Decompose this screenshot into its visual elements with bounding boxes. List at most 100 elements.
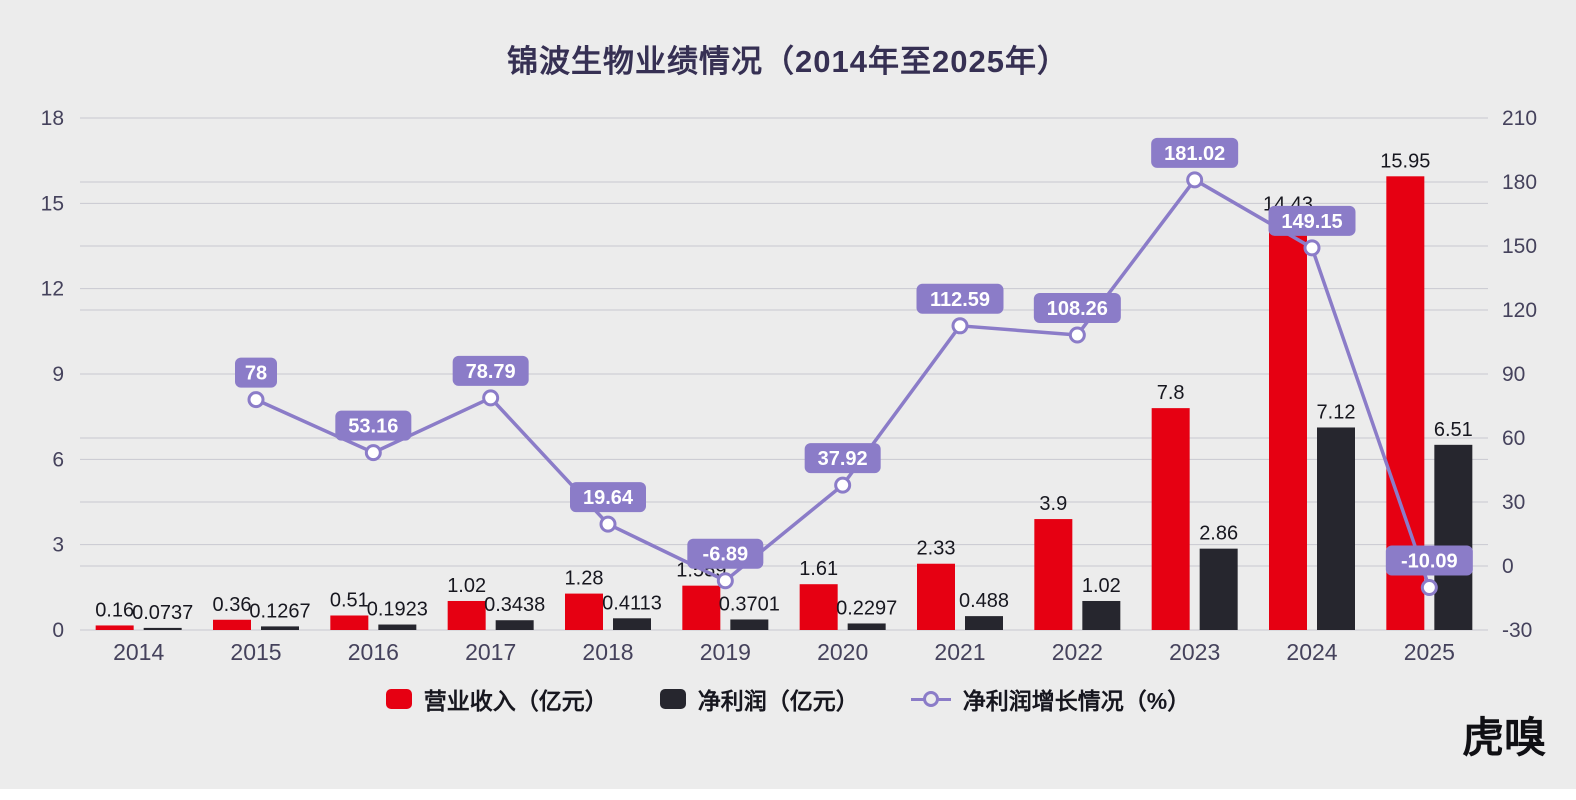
- revenue-bar: [1269, 219, 1307, 630]
- growth-value-label: 78.79: [466, 361, 516, 383]
- revenue-bar: [799, 584, 838, 630]
- legend: 营业收入（亿元） 净利润（亿元） 净利润增长情况（%）: [0, 682, 1576, 716]
- growth-marker: [1068, 326, 1086, 344]
- bar-value-label: 0.2297: [836, 597, 897, 619]
- left-axis-tick-label: 15: [41, 192, 64, 215]
- growth-marker: [834, 476, 852, 494]
- net-profit-bar: [847, 623, 886, 630]
- growth-value-label: 108.26: [1047, 298, 1108, 320]
- year-label: 2019: [700, 639, 751, 665]
- bar-value-label: 0.4113: [602, 592, 662, 614]
- growth-line: [255, 178, 1431, 589]
- revenue-bar: [1151, 408, 1190, 630]
- year-label: 2020: [817, 639, 868, 665]
- growth-marker: [1420, 579, 1438, 597]
- right-axis-tick-label: 60: [1502, 427, 1525, 450]
- growth-marker: [247, 391, 265, 409]
- year-label: 2025: [1404, 639, 1455, 665]
- growth-value-badge: [1151, 137, 1239, 168]
- bar-value-label: 1.61: [799, 558, 838, 580]
- revenue-bar: [682, 585, 721, 630]
- revenue-bar: [95, 625, 134, 630]
- growth-value-label: 181.02: [1164, 143, 1225, 165]
- bar-value-label: 1.02: [447, 575, 486, 597]
- net-profit-bar: [613, 618, 651, 630]
- legend-item-revenue: 营业收入（亿元）: [385, 682, 608, 716]
- legend-label-net-profit: 净利润（亿元）: [697, 688, 859, 714]
- growth-value-badge: [804, 443, 881, 474]
- growth-value-label: 19.64: [583, 487, 634, 509]
- bar-value-label: 15.95: [1380, 150, 1430, 172]
- bar-value-label: 6.51: [1434, 419, 1473, 441]
- net-profit-bar: [143, 627, 182, 630]
- right-axis-tick-label: 150: [1502, 235, 1537, 258]
- bar-value-label: 7.12: [1317, 401, 1356, 423]
- legend-item-growth: 净利润增长情况（%）: [910, 682, 1191, 716]
- bar-value-label: 7.8: [1157, 382, 1185, 404]
- bar-value-label: 0.0737: [132, 602, 193, 624]
- left-axis-tick-label: 18: [41, 107, 64, 130]
- bar-value-label: 0.1267: [249, 600, 310, 622]
- legend-label-growth: 净利润增长情况（%）: [962, 688, 1191, 714]
- growth-value-badge: [1033, 293, 1121, 324]
- legend-label-revenue: 营业收入（亿元）: [423, 688, 608, 714]
- net-profit-bar: [1434, 444, 1473, 630]
- growth-value-label: -6.89: [703, 544, 749, 566]
- right-axis-tick-label: 120: [1502, 299, 1537, 322]
- growth-marker: [599, 515, 617, 533]
- growth-marker: [716, 572, 734, 590]
- growth-value-label: 149.15: [1281, 211, 1342, 233]
- growth-marker: [951, 317, 969, 335]
- year-label: 2023: [1169, 639, 1220, 665]
- growth-value-badge: [1385, 545, 1473, 576]
- net-profit-bar: [261, 626, 299, 630]
- year-label: 2021: [934, 639, 985, 665]
- right-axis-tick-label: 30: [1502, 491, 1525, 514]
- huxiu-logo: 虎嗅: [1461, 713, 1546, 762]
- year-label: 2018: [582, 639, 633, 665]
- bar-value-label: 1.02: [1082, 575, 1121, 597]
- left-axis-tick-label: 9: [52, 363, 64, 386]
- year-label: 2014: [113, 639, 164, 665]
- bar-value-label: 0.488: [959, 590, 1009, 612]
- revenue-bar: [330, 615, 369, 630]
- bar-value-label: 2.86: [1199, 523, 1238, 545]
- right-axis-tick-label: 90: [1502, 363, 1525, 386]
- year-label: 2016: [348, 639, 399, 665]
- revenue-bar: [565, 593, 603, 630]
- growth-marker: [364, 444, 382, 462]
- year-label: 2024: [1286, 639, 1337, 665]
- bar-value-label: 0.36: [213, 594, 252, 616]
- bar-value-label: 0.3701: [719, 593, 780, 615]
- bar-value-label: 0.3438: [484, 594, 545, 616]
- net-profit-bar: [1082, 600, 1121, 630]
- growth-value-badge: [1268, 205, 1356, 236]
- growth-value-label: 112.59: [930, 289, 990, 311]
- growth-value-badge: [570, 482, 646, 513]
- growth-marker: [1303, 239, 1321, 257]
- net-profit-swatch-icon: [659, 689, 686, 709]
- net-profit-bar: [730, 619, 769, 630]
- revenue-swatch-icon: [385, 689, 412, 709]
- year-label: 2017: [465, 639, 516, 665]
- left-axis-tick-label: 6: [52, 448, 64, 471]
- left-axis-tick-label: 0: [52, 619, 64, 642]
- revenue-bar: [213, 619, 251, 630]
- right-axis-tick-label: -30: [1502, 619, 1532, 642]
- growth-value-badge: [916, 283, 1004, 314]
- growth-value-badge: [687, 538, 764, 569]
- chart-title: 锦波生物业绩情况（2014年至2025年）: [507, 44, 1069, 79]
- right-axis-tick-label: 0: [1502, 555, 1514, 578]
- left-axis-tick-label: 12: [41, 278, 64, 301]
- right-axis-tick-label: 210: [1502, 107, 1537, 130]
- growth-value-label: 53.16: [348, 416, 398, 438]
- bar-value-label: 3.9: [1039, 493, 1067, 515]
- growth-value-label: 37.92: [818, 448, 868, 470]
- growth-value-label: 78: [245, 363, 267, 385]
- net-profit-bar: [495, 620, 534, 630]
- bar-value-label: 0.51: [330, 589, 369, 611]
- net-profit-bar: [965, 616, 1003, 630]
- net-profit-bar: [1317, 427, 1355, 630]
